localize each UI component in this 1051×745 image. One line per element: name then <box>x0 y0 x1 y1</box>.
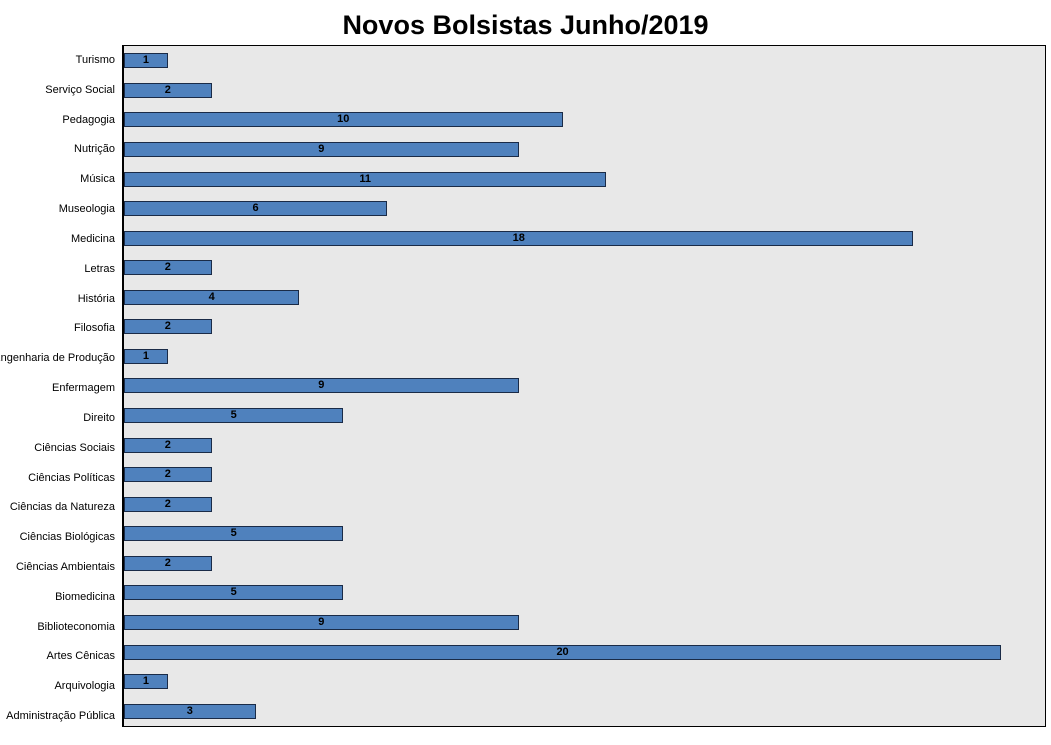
category-label: Ciências Ambientais <box>15 560 115 573</box>
category-label: Letras <box>84 262 115 275</box>
bar-value-label: 1 <box>142 54 149 67</box>
bar-value-label: 9 <box>318 142 325 155</box>
bar-value-label: 11 <box>359 172 372 185</box>
category-label: Pedagogia <box>62 113 115 126</box>
bar-row: 11 <box>124 164 1045 194</box>
bar-row: 2 <box>124 312 1045 342</box>
bar: 2 <box>124 467 212 483</box>
bar: 18 <box>124 230 914 246</box>
category-label: Biblioteconomia <box>37 620 115 633</box>
bar-row: 2 <box>124 430 1045 460</box>
bar: 11 <box>124 171 607 187</box>
category-label: Nutrição <box>74 143 115 156</box>
bar-row: 4 <box>124 283 1045 313</box>
bar-value-label: 20 <box>556 645 569 658</box>
bar: 2 <box>124 82 212 98</box>
bar-value-label: 9 <box>318 615 325 628</box>
bar-row: 6 <box>124 194 1045 224</box>
bar: 2 <box>124 437 212 453</box>
category-label: Turismo <box>75 53 115 66</box>
bar-value-label: 6 <box>252 202 259 215</box>
bar: 10 <box>124 112 563 128</box>
bar: 2 <box>124 260 212 276</box>
bar: 2 <box>124 555 212 571</box>
bar-value-label: 2 <box>164 320 171 333</box>
bar-value-label: 2 <box>164 468 171 481</box>
category-label: Serviço Social <box>45 83 115 96</box>
bar-row: 1 <box>124 667 1045 697</box>
bar: 20 <box>124 644 1002 660</box>
bar-row: 5 <box>124 578 1045 608</box>
category-label: Administração Pública <box>6 710 115 723</box>
category-label: Ciências Biológicas <box>19 531 115 544</box>
category-label: Medicina <box>70 232 115 245</box>
bar: 9 <box>124 378 519 394</box>
bar: 2 <box>124 496 212 512</box>
bar-value-label: 2 <box>164 83 171 96</box>
bar-value-label: 18 <box>512 231 525 244</box>
bar: 5 <box>124 408 344 424</box>
bar-value-label: 1 <box>142 675 149 688</box>
bar-row: 20 <box>124 637 1045 667</box>
bar-value-label: 3 <box>186 704 193 717</box>
bar: 1 <box>124 53 168 69</box>
category-label: Direito <box>83 411 115 424</box>
bar-value-label: 10 <box>337 113 350 126</box>
bar-row: 2 <box>124 460 1045 490</box>
plot-area: 1 2 10 9 11 6 18 2 4 2 1 9 5 2 2 2 5 2 5 9 20 1 3 <box>122 45 1046 727</box>
bar: 5 <box>124 585 344 601</box>
category-label: Ciências Políticas <box>28 471 115 484</box>
bar-value-label: 5 <box>230 586 237 599</box>
bar-row: 1 <box>124 46 1045 76</box>
category-label: Música <box>80 173 115 186</box>
bar: 4 <box>124 289 300 305</box>
bar: 3 <box>124 703 256 719</box>
bar: 1 <box>124 674 168 690</box>
chart-title: Novos Bolsistas Junho/2019 <box>342 10 709 40</box>
category-label: Museologia <box>58 203 115 216</box>
bar-value-label: 5 <box>230 409 237 422</box>
bar-row: 3 <box>124 696 1045 726</box>
bar-value-label: 4 <box>208 290 215 303</box>
category-label: Ciências Sociais <box>34 441 115 454</box>
category-label: Arquivologia <box>54 680 115 693</box>
bar-row: 5 <box>124 401 1045 431</box>
bar-value-label: 2 <box>164 556 171 569</box>
bar-row: 10 <box>124 105 1045 135</box>
bar-row: 18 <box>124 223 1045 253</box>
category-label: Enfermagem <box>52 382 115 395</box>
bar-value-label: 1 <box>142 349 149 362</box>
bar: 6 <box>124 201 388 217</box>
category-label: Filosofia <box>74 322 115 335</box>
bar-row: 2 <box>124 489 1045 519</box>
bar: 2 <box>124 319 212 335</box>
bar-row: 2 <box>124 76 1045 106</box>
category-label: Biomedicina <box>55 590 115 603</box>
bar-row: 5 <box>124 519 1045 549</box>
bar: 1 <box>124 348 168 364</box>
bar-value-label: 2 <box>164 438 171 451</box>
category-axis: Turismo Serviço Social Pedagogia Nutrição Mú… <box>0 45 122 731</box>
category-label: Engenharia de Produção <box>0 352 115 365</box>
bar-value-label: 9 <box>318 379 325 392</box>
bar-value-label: 5 <box>230 527 237 540</box>
bar: 5 <box>124 526 344 542</box>
bar-row: 2 <box>124 549 1045 579</box>
category-label: Artes Cênicas <box>46 650 115 663</box>
bar-value-label: 2 <box>164 497 171 510</box>
bar-row: 9 <box>124 135 1045 165</box>
bar-row: 2 <box>124 253 1045 283</box>
bar-row: 9 <box>124 371 1045 401</box>
bar-row: 1 <box>124 342 1045 372</box>
category-label: Ciências da Natureza <box>9 501 115 514</box>
category-label: História <box>77 292 115 305</box>
bar-value-label: 2 <box>164 261 171 274</box>
chart-area: Turismo Serviço Social Pedagogia Nutrição Mú… <box>0 45 1051 731</box>
bar: 9 <box>124 141 519 157</box>
bar-row: 9 <box>124 608 1045 638</box>
bar: 9 <box>124 614 519 630</box>
